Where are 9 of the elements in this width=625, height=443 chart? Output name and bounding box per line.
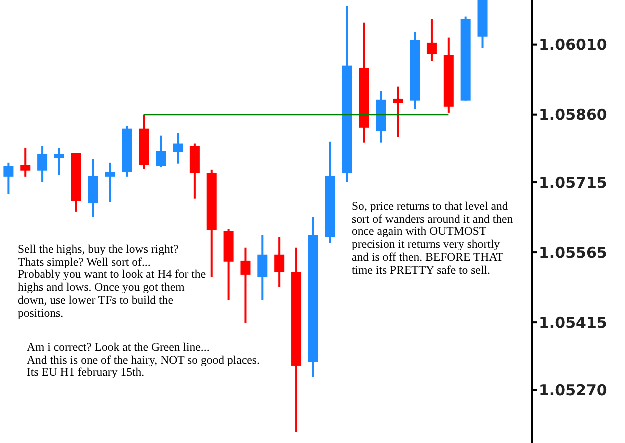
y-tick-label: 1.05270 (539, 382, 608, 400)
y-tick-label: 1.05715 (539, 174, 608, 192)
y-tick-label: 1.06010 (539, 36, 608, 54)
y-tick-label: 1.05565 (539, 244, 608, 262)
annotation: Am i correct? Look at the Green line... And this is one of the hairy, NOT so good places. Its EU H1 february 15th. (27, 340, 260, 380)
annotation: So, price returns to that level and sort of wanders around it and then once again with OUTMOST precision it returns very shortly and is off then. BEFORE THAT time its PRETTY safe to sell. (352, 199, 514, 277)
y-tick-label: 1.05415 (539, 314, 608, 332)
y-tick-label: 1.05860 (539, 106, 608, 124)
annotation: Sell the highs, buy the lows right? Thats simple? Well sort of... Probably you want to look at H4 for the highs and lows. Once you got them down, use lower TFs to build the positions. (18, 242, 206, 320)
